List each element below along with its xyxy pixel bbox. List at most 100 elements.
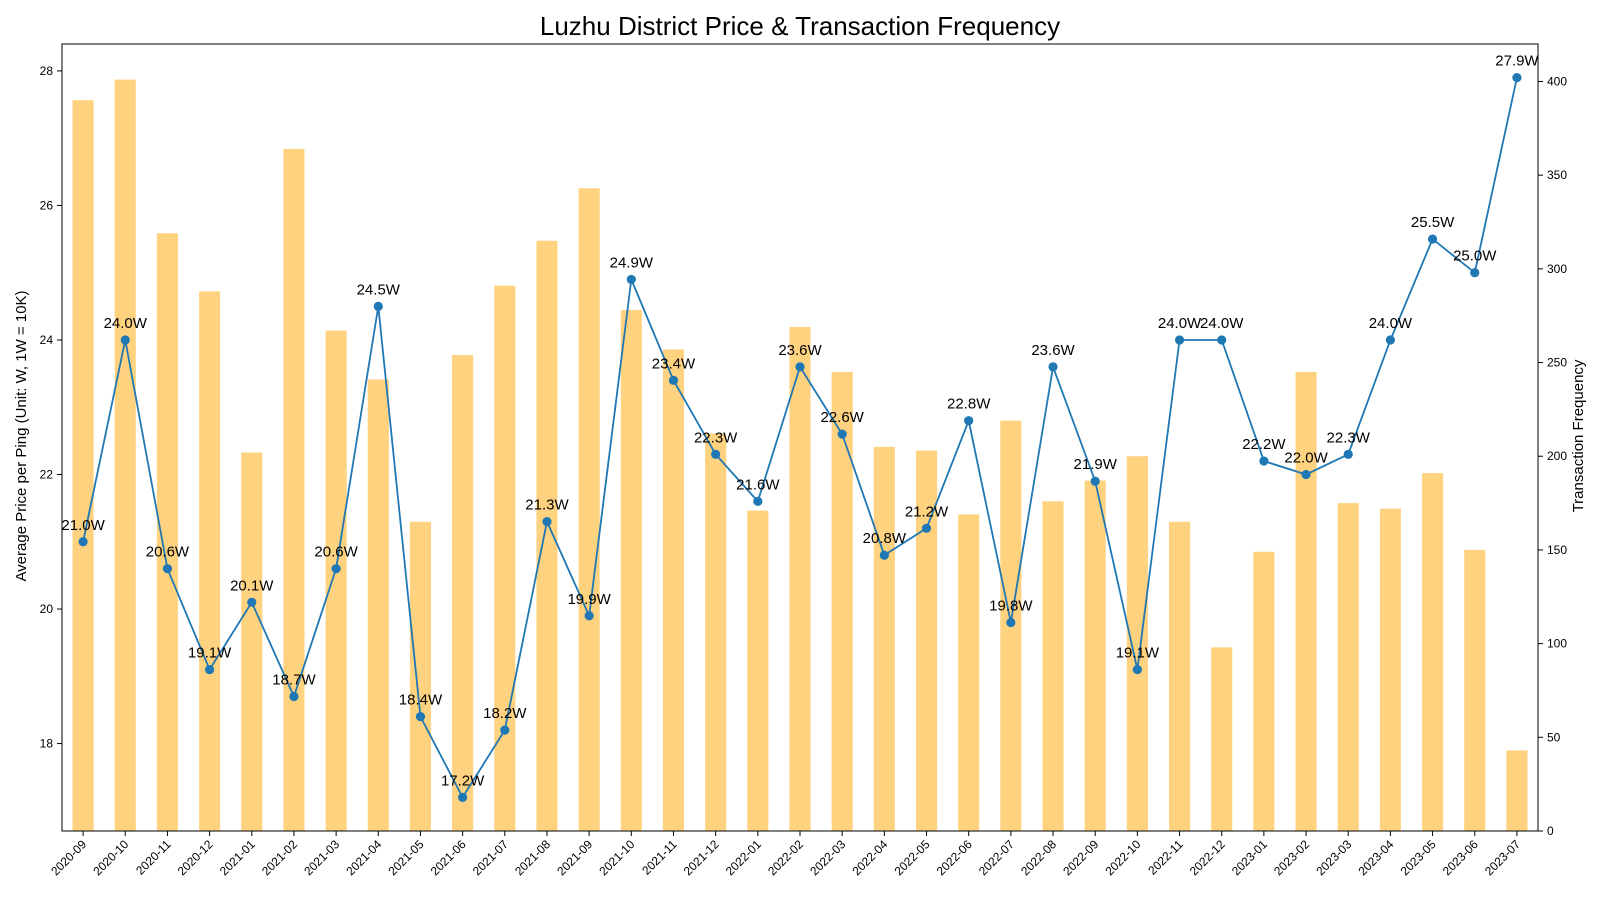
x-tick-label: 2023-02 [1271,837,1312,878]
price-point-2020-11 [162,564,173,574]
bar-2021-09 [578,188,600,832]
price-label-2020-10: 24.0W [104,315,148,332]
price-point-2022-12 [1217,335,1227,345]
price-point-2022-02 [795,362,805,372]
price-point-2023-01 [1259,456,1269,466]
bar-2022-09 [1084,480,1106,831]
price-point-2022-07 [1006,617,1016,628]
price-point-2021-02 [289,691,299,702]
price-label-2020-09: 21.0W [61,517,105,534]
price-label-2021-05: 18.4W [399,692,443,709]
price-label-2022-09: 21.9W [1074,456,1118,473]
price-label-2022-03: 22.6W [820,409,864,426]
price-point-2021-04 [373,301,383,311]
y-right-tick-label: 300 [1547,262,1567,276]
x-tick-label: 2022-03 [807,837,848,878]
x-tick-label: 2021-01 [217,837,258,878]
price-point-2021-06 [458,792,468,802]
bar-2022-08 [1042,501,1064,831]
price-label-2022-06: 22.8W [947,396,991,413]
y-left-tick-label: 26 [40,198,54,212]
bar-2020-12 [199,291,221,831]
price-point-2021-10 [626,274,636,285]
x-tick-label: 2021-12 [681,837,722,878]
price-point-2021-09 [584,611,594,621]
bar-2022-11 [1169,521,1191,831]
price-label-2021-11: 23.4W [652,355,696,372]
bar-2022-04 [873,446,895,831]
price-label-2021-06: 17.2W [441,772,485,789]
y-axis-left-label: Average Price per Ping (Unit: W, 1W = 10… [13,290,30,581]
price-label-2023-07: 27.9W [1495,53,1539,70]
price-point-2021-07 [500,725,510,735]
price-label-2020-11: 20.6W [146,544,190,561]
x-tick-label: 2022-11 [1145,837,1186,878]
y-left-tick-label: 22 [40,467,54,481]
price-label-2022-04: 20.8W [863,530,907,547]
y-left-tick-label: 24 [40,333,54,347]
bar-2023-04 [1379,508,1401,831]
price-point-2023-07 [1512,73,1522,83]
x-tick-label: 2022-12 [1187,837,1228,878]
y-right-tick-label: 400 [1547,74,1567,88]
price-label-2023-04: 24.0W [1369,315,1413,332]
x-tick-label: 2021-02 [259,837,300,878]
bar-2020-09 [72,100,94,831]
y-left-tick-label: 28 [40,64,54,78]
price-point-2022-08 [1048,362,1058,372]
price-label-2021-02: 18.7W [272,671,316,688]
price-point-2020-09 [78,537,88,547]
y-right-tick-label: 100 [1547,637,1567,651]
bars-layer [72,79,1528,832]
price-point-2021-01 [247,597,257,607]
x-tick-label: 2021-09 [554,837,595,878]
y-left-tick-label: 20 [40,602,54,616]
x-tick-label: 2020-10 [90,837,131,878]
y-right-tick-label: 0 [1547,824,1554,838]
x-tick-label: 2023-06 [1440,837,1481,878]
price-point-2023-04 [1385,335,1395,345]
price-label-2022-11: 24.0W [1158,315,1202,332]
x-tick-label: 2023-03 [1313,837,1354,878]
price-label-2021-01: 20.1W [230,577,274,594]
x-tick-label: 2022-05 [892,837,933,878]
price-label-2020-12: 19.1W [188,645,232,662]
price-label-2023-05: 25.5W [1411,214,1455,231]
x-tick-label: 2022-07 [976,837,1017,878]
price-point-2022-06 [964,416,974,426]
chart-title: Luzhu District Price & Transaction Frequ… [540,11,1060,41]
bar-2021-06 [452,355,474,831]
line-layer [78,73,1522,802]
price-point-2021-12 [711,449,721,459]
price-label-2023-06: 25.0W [1453,248,1497,265]
price-point-2023-02 [1301,469,1311,480]
x-tick-label: 2020-12 [175,837,216,878]
y-axis-right-label: Transaction Frequency [1570,359,1587,512]
bar-2023-01 [1253,551,1275,831]
bar-2022-05 [915,450,938,831]
x-tick-label: 2022-10 [1102,837,1143,878]
price-point-2020-12 [205,664,215,675]
price-point-2022-09 [1090,476,1100,486]
price-point-2022-10 [1132,664,1142,675]
bar-2023-07 [1506,750,1528,831]
price-label-2022-08: 23.6W [1031,342,1075,359]
bar-2022-12 [1211,647,1233,831]
x-tick-label: 2021-08 [512,837,553,878]
bar-2023-06 [1464,549,1486,831]
bar-2021-10 [620,310,642,832]
price-label-2021-07: 18.2W [483,705,527,722]
x-tick-label: 2022-06 [934,837,975,878]
price-label-2023-03: 22.3W [1327,429,1371,446]
price-point-2022-11 [1174,335,1185,345]
price-label-2022-12: 24.0W [1200,315,1244,332]
price-point-2021-11 [668,375,679,385]
price-label-2021-08: 21.3W [525,497,569,514]
bar-2022-06 [958,514,980,831]
x-tick-label: 2020-11 [133,837,174,878]
price-label-2022-07: 19.8W [989,597,1033,614]
price-label-2023-02: 22.0W [1284,449,1328,466]
price-label-2022-05: 21.2W [905,503,949,520]
x-tick-label: 2021-06 [428,837,469,878]
bar-2020-10 [114,79,136,832]
